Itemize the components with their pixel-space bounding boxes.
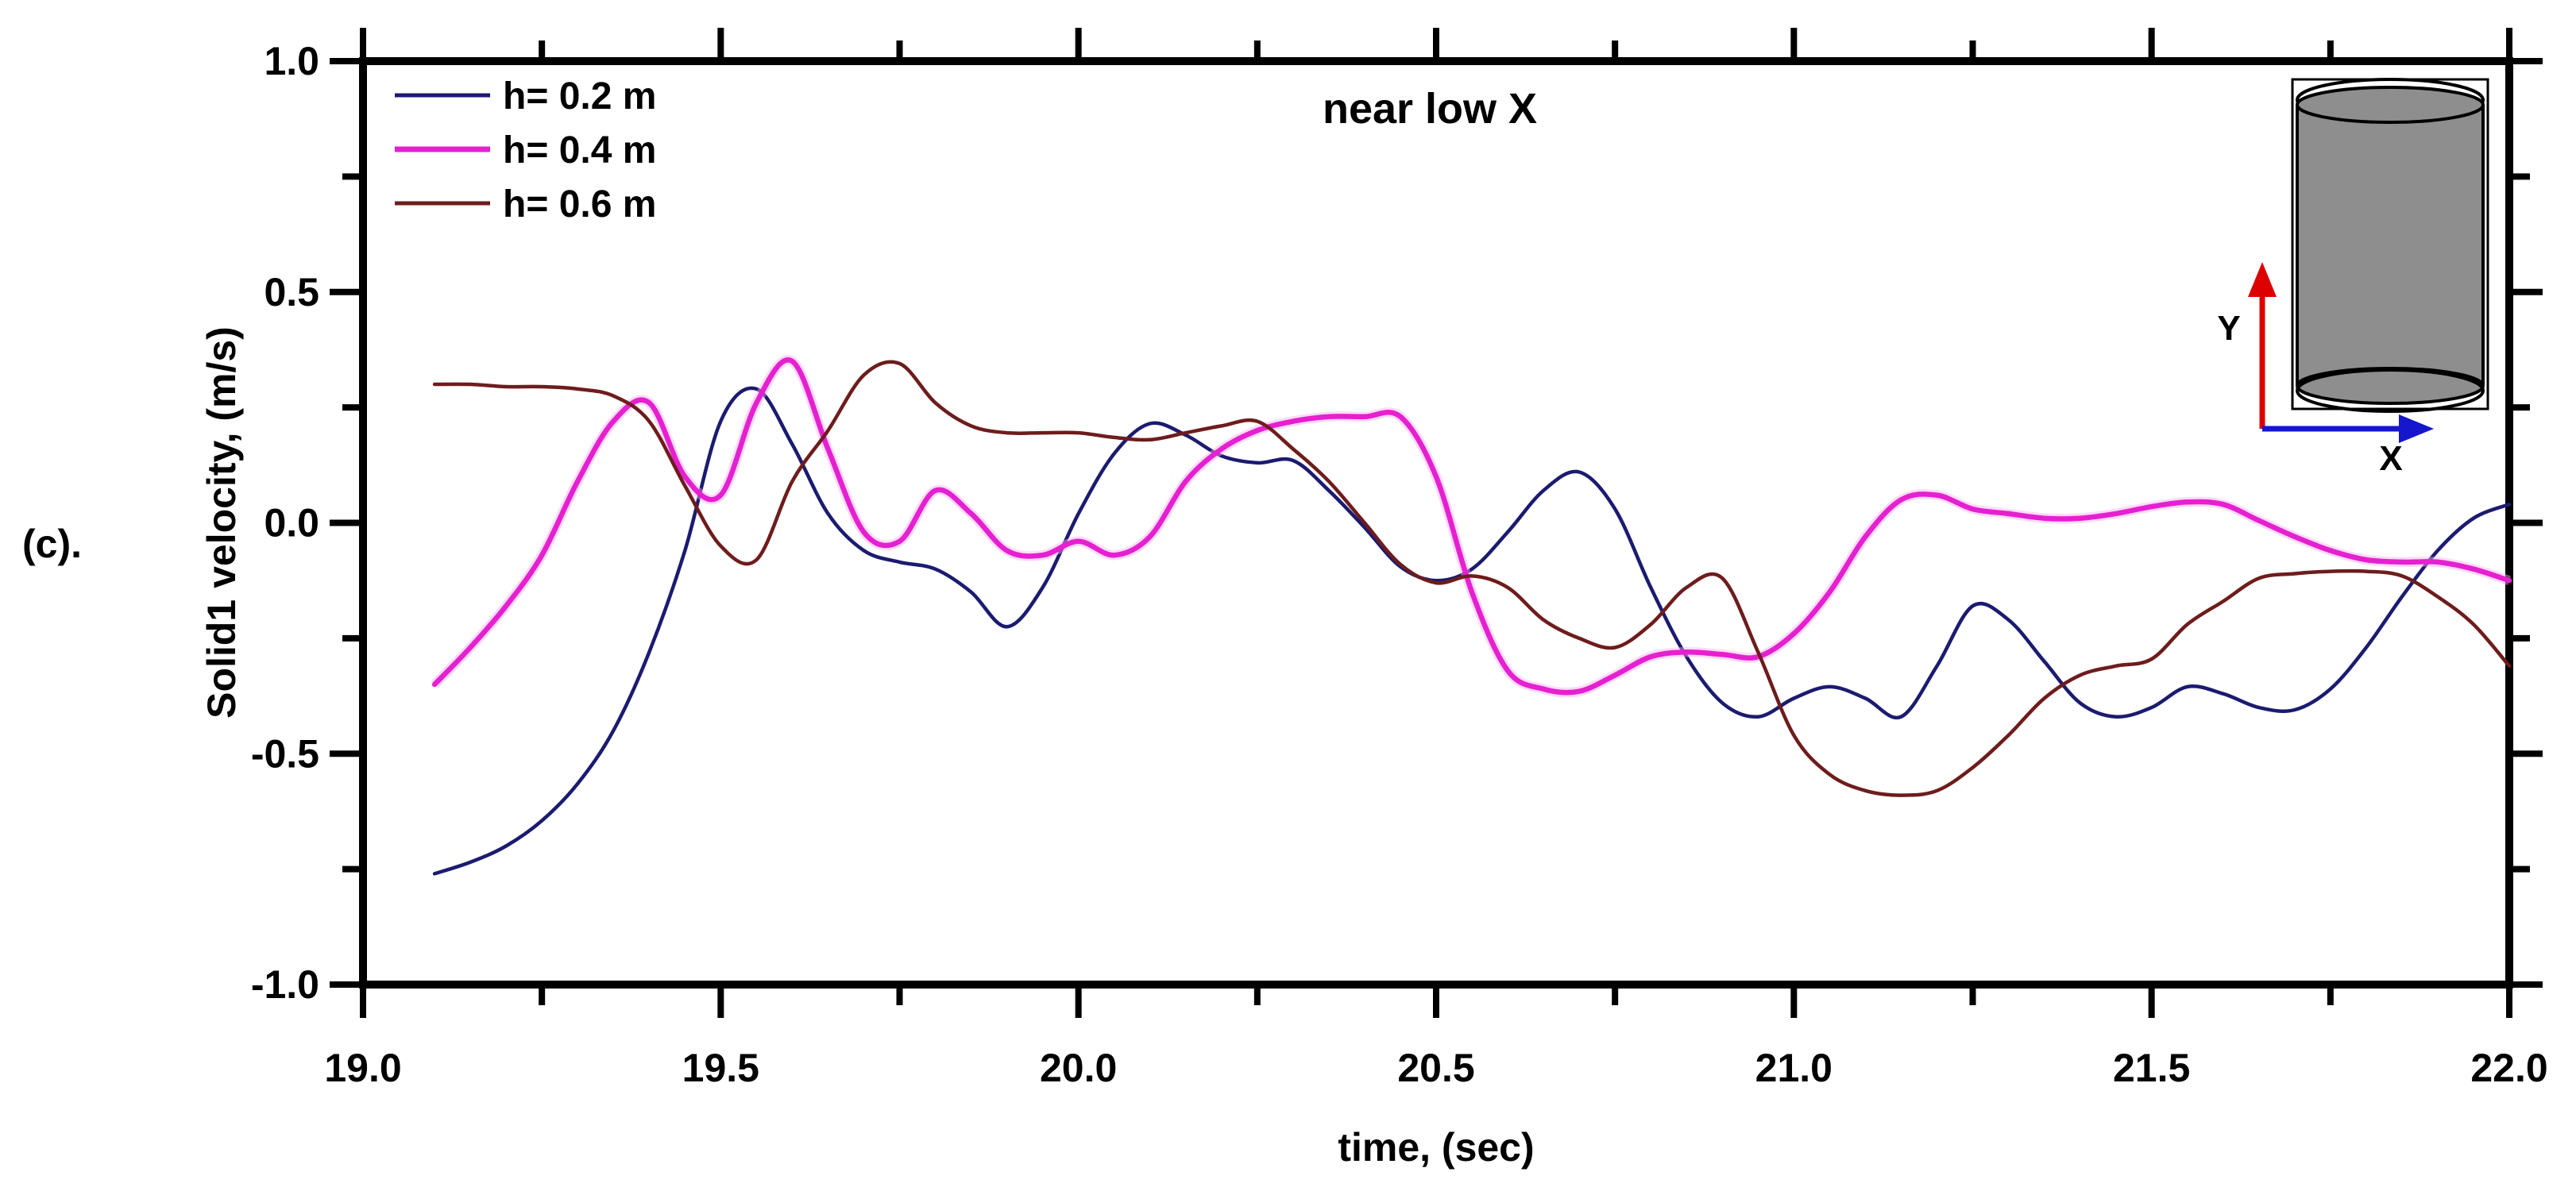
x-tick-label: 22.0 [2470,1046,2547,1090]
inset-y-label: Y [2217,309,2240,348]
y-tick-label: 1.0 [264,39,319,83]
x-tick-label: 19.5 [682,1046,759,1090]
y-tick-label: 0.0 [264,501,319,545]
series-halo-h--0-4-m [431,355,2511,698]
y-tick-label: 0.5 [264,270,319,314]
axis-tick-labels: 19.0 19.5 20.0 20.5 21.0 21.5 22.0 1.0 0.5 0.0 -0.… [251,39,2548,1090]
inset-x-label: X [2379,439,2402,478]
legend-label-h-0-4: h= 0.4 m [503,129,656,172]
y-axis-title: Solid1 velocity, (m/s) [199,326,244,719]
series-line-h--0-6-m [432,360,2512,797]
x-tick-label: 21.5 [2113,1046,2190,1090]
cylinder-bottom-face [2296,367,2485,405]
chart-title: near low X [1323,85,1537,133]
cylinder-top-face [2296,86,2485,124]
panel-label: (c). [22,522,82,566]
x-axis-arrowhead-icon [2399,414,2434,443]
y-tick-label: -0.5 [251,731,319,776]
cylinder-inset: Y X [2217,78,2489,478]
legend-label-h-0-2: h= 0.2 m [503,75,656,118]
x-tick-label: 20.0 [1040,1046,1117,1090]
series-line-h--0-2-m [432,386,2512,876]
cylinder-bottom-rim [2296,368,2485,413]
series-line-h--0-4-m [431,357,2512,696]
x-tick-label: 20.5 [1397,1046,1474,1090]
cylinder-body [2297,105,2483,386]
y-axis-arrowhead-icon [2248,262,2277,297]
y-tick-label: -1.0 [251,962,319,1007]
axis-ticks [330,28,2543,1018]
plot-frame [359,57,2513,989]
legend-label-h-0-6: h= 0.6 m [503,183,656,225]
data-curves [431,355,2512,876]
legend: h= 0.2 m h= 0.4 m h= 0.6 m [395,75,656,225]
x-tick-label: 21.0 [1755,1046,1833,1090]
x-axis-title: time, (sec) [1338,1125,1534,1170]
x-tick-label: 19.0 [324,1046,401,1090]
